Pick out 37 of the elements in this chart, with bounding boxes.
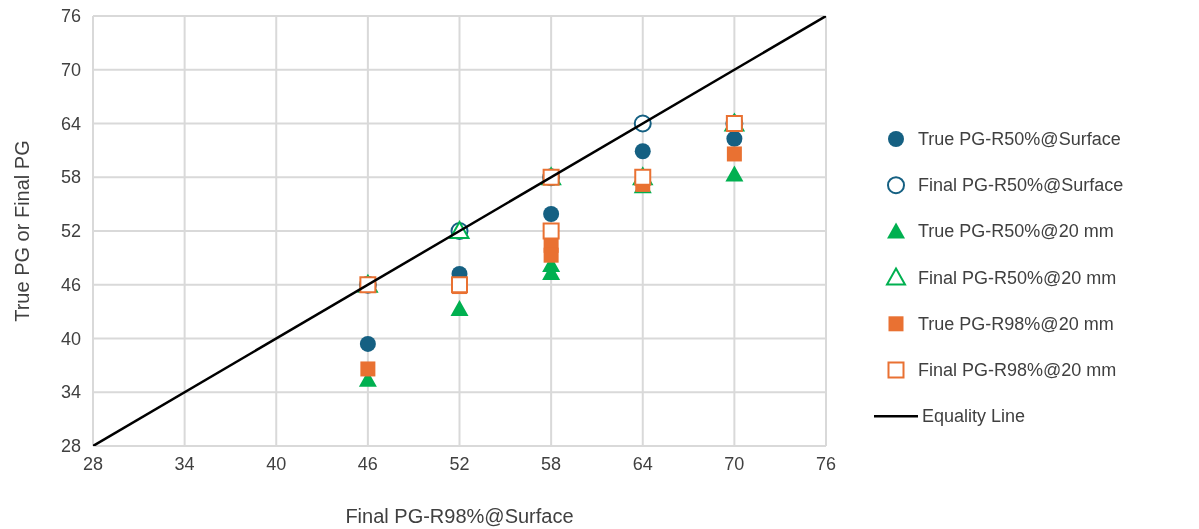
point [360, 361, 376, 377]
x-tick-label: 40 [266, 454, 287, 474]
legend-label: True PG-R50%@20 mm [918, 221, 1114, 242]
point [542, 222, 560, 240]
x-tick-label: 46 [357, 454, 378, 474]
y-tick-label: 58 [60, 167, 81, 188]
x-axis-title: Final PG-R98%@Surface [345, 505, 574, 527]
x-tick-label: 64 [632, 454, 653, 474]
y-tick-label: 28 [60, 436, 81, 456]
legend-label: Final PG-R50%@20 mm [918, 267, 1117, 288]
y-tick-label: 46 [60, 274, 81, 295]
legend-label: Final PG-R50%@Surface [918, 175, 1124, 196]
y-tick-label: 70 [60, 59, 81, 80]
point [450, 299, 469, 316]
y-tick-label: 40 [60, 328, 81, 349]
legend-label: Final PG-R98%@20 mm [918, 360, 1117, 380]
point [359, 335, 376, 352]
x-tick-label: 76 [815, 454, 837, 474]
x-tick-label: 58 [541, 454, 562, 474]
point [634, 143, 651, 160]
point [725, 165, 744, 182]
point [543, 205, 560, 222]
y-tick-label: 52 [60, 221, 81, 241]
point [726, 146, 742, 162]
x-tick-label: 52 [449, 454, 470, 474]
legend-label: True PG-R50%@Surface [918, 129, 1121, 149]
legend-label: True PG-R98%@20 mm [918, 313, 1114, 334]
y-tick-label: 34 [60, 382, 81, 403]
y-axis-title: True PG or Final PG [11, 140, 33, 322]
x-tick-label: 34 [174, 454, 195, 474]
point [543, 247, 559, 263]
x-tick-label: 28 [82, 454, 104, 474]
y-tick-label: 76 [60, 6, 81, 26]
legend-label: Equality Line [922, 406, 1026, 427]
y-tick-label: 64 [60, 113, 81, 134]
x-tick-label: 70 [724, 454, 745, 474]
point [726, 130, 743, 147]
